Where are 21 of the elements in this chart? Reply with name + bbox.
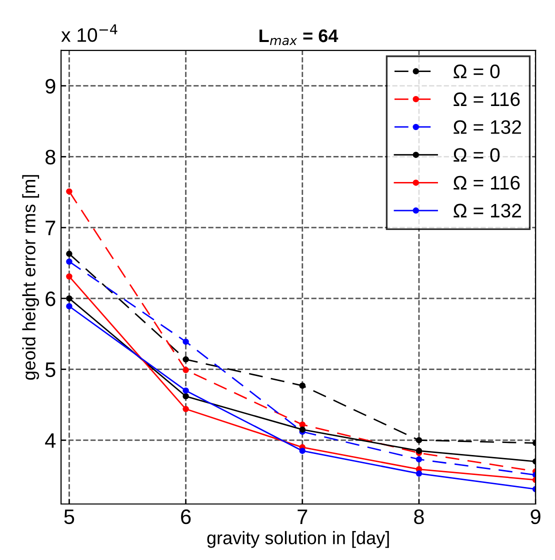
legend-label: Ω = 0 [454, 148, 500, 162]
legend-label: Ω = 116 [454, 92, 520, 106]
x-tick-label: 9 [530, 509, 540, 524]
legend-label: Ω = 116 [454, 176, 520, 190]
y-tick-label: 7 [46, 220, 56, 236]
x-tick-label: 8 [414, 509, 424, 524]
y-tick-label: 6 [46, 291, 56, 306]
text: x 10$^{−4}$ [61, 24, 118, 42]
legend-label: Ω = 132 [454, 120, 521, 134]
y-axis-title: geoid height error rms [m] [22, 175, 40, 380]
y-tick-label: 8 [46, 150, 56, 164]
x-axis-title: gravity solution in [day] [207, 531, 389, 548]
legend-label: Ω = 0 [454, 64, 500, 78]
x-tick-label: 6 [181, 509, 191, 524]
x-tick-label: 7 [298, 510, 308, 524]
chart-title: L$_{max}$ = 64 [260, 29, 338, 46]
y-tick-label: 4 [45, 433, 56, 448]
legend-label: Ω = 132 [454, 204, 521, 218]
y-tick-label: 9 [46, 78, 56, 94]
x-tick-label: 5 [64, 510, 74, 524]
y-tick-label: 5 [45, 362, 56, 378]
